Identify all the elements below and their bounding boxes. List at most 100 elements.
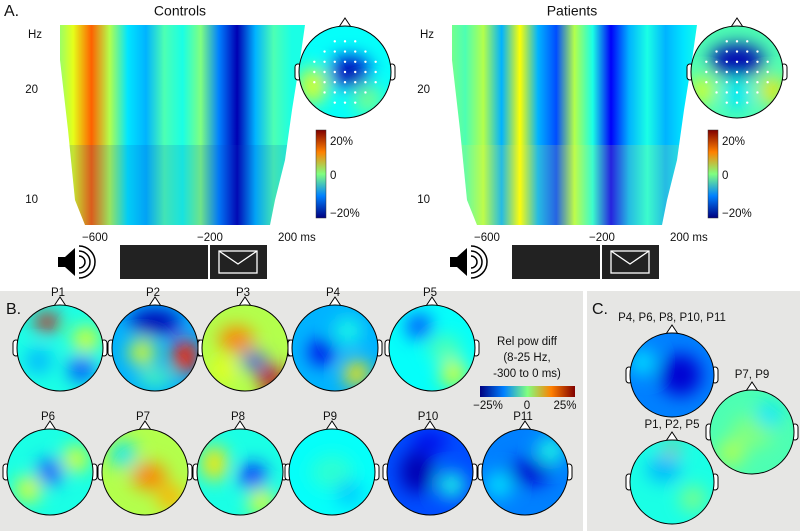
electrode [756,60,759,63]
map-label: P9 [323,411,337,423]
nose [328,296,342,307]
time-frequency-map [60,25,305,225]
sound-wave [470,250,483,274]
electrode [333,81,336,84]
topomap-blob [25,348,52,374]
electrode [343,101,347,104]
topomap-blob [72,326,99,353]
nose [665,324,679,335]
nose [325,420,339,431]
topomap-blob [338,62,362,82]
head-outline [629,439,715,525]
topomap-blob [399,450,435,494]
topomap-blob [310,454,354,490]
topomap-blob [630,349,656,375]
y-tick-label: 20 [417,84,430,96]
colorbar-tick-label: 25% [553,400,576,412]
colorbar [315,129,327,219]
topomap [691,26,783,118]
topomap-blob [137,369,173,387]
topomap-blob [427,335,463,361]
topomap-blob [663,444,681,453]
speaker-icon [450,248,467,276]
electrode [374,70,377,74]
electrode [323,91,326,94]
electrode [766,70,769,74]
nose [518,420,532,431]
topomap-blob [129,309,181,336]
topomap [7,429,93,515]
electrode [333,40,336,43]
head-outline [386,428,474,516]
electrode [354,60,357,63]
electrode [323,81,326,84]
electrode [735,101,739,104]
head-outline [16,304,104,392]
electrode [333,70,336,74]
topomap-blob [354,85,382,114]
head-outline [690,25,784,119]
sound-wave [78,245,96,279]
topomap [387,429,473,515]
head-outline [6,428,94,516]
map-label: P6 [41,411,55,423]
head-outline [288,428,376,516]
map-label: P4 [326,287,341,299]
topomap [17,305,103,391]
electrode [323,70,326,74]
electrode [354,81,357,84]
nose [238,296,252,307]
time-frequency-map [452,25,697,225]
electrode [715,60,718,63]
nose [665,431,679,442]
colorbar [480,386,575,397]
electrode [735,81,739,84]
electrode [715,81,718,84]
topomap-blob [210,356,237,383]
map-label: P7 [136,411,150,423]
map-label: P10 [418,411,438,423]
electrode [343,60,347,63]
map-label: P1, P2, P5 [645,419,700,431]
topomap [289,429,375,515]
head-outline [291,304,379,392]
electrode [705,70,708,74]
colorbar-tick-label: 0 [330,170,336,182]
electrode [354,50,357,53]
electrode [735,70,739,74]
electrode [705,60,708,63]
topomap-blob [756,402,782,428]
x-tick-label: −600 [474,232,500,244]
map-label: P4, P6, P8, P10, P11 [618,312,726,324]
electrode [756,70,759,74]
topomap [202,305,288,391]
map-label: P1 [51,287,65,299]
y-unit: Hz [420,29,434,41]
topomap-blob [336,480,363,507]
electrode [746,40,749,43]
electrode [313,60,316,63]
topomap-blob [62,446,89,472]
y-unit: Hz [28,29,42,41]
topomap-blob [412,433,448,451]
electrode [735,40,739,43]
colorbar-tick-label: 0 [524,400,530,412]
electrode [746,70,749,74]
heatmap-shade [60,145,305,225]
topomap-blob [37,459,63,485]
legend-text: -300 to 0 ms) [493,368,561,380]
electrode [735,91,739,94]
electrode [725,91,728,94]
nose [423,420,437,431]
topomap [292,305,378,391]
electrode [354,70,357,74]
electrode [735,50,739,53]
electrode [343,40,347,43]
nose [338,17,352,28]
head-outline [298,25,392,119]
electrode [725,70,728,74]
topomap-blob [201,446,228,481]
x-tick-label: 200 ms [278,232,316,244]
electrode [333,50,336,53]
